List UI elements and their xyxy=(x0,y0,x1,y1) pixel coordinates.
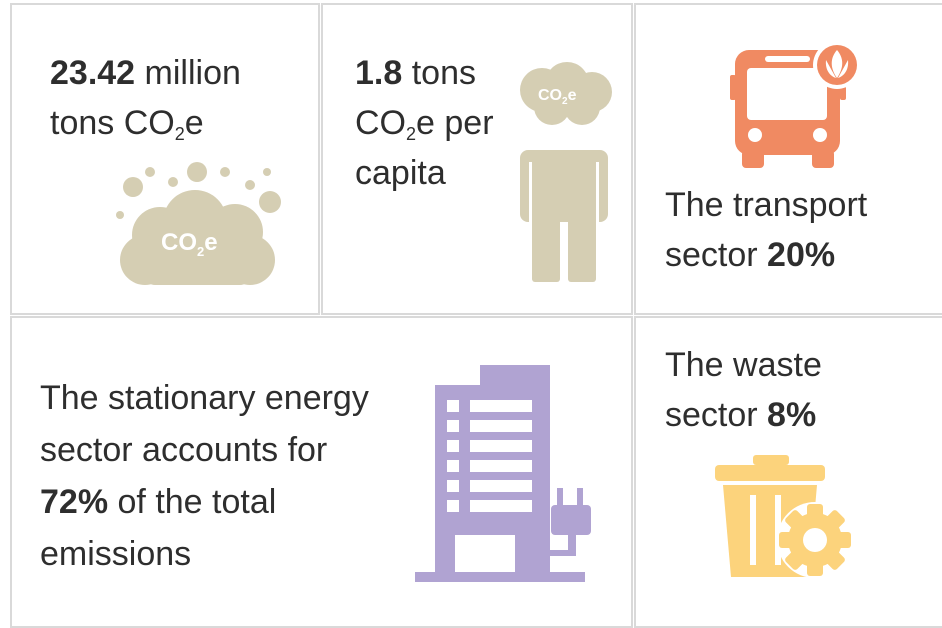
value: 72% xyxy=(40,483,109,521)
cloud-icon: CO2e xyxy=(116,162,281,285)
tile-text: 1.8 tons CO2e per capita xyxy=(355,48,515,198)
text: million tons CO xyxy=(50,54,241,142)
tile-text: The transport sector 20% xyxy=(665,180,905,280)
building-icon xyxy=(415,365,591,582)
subscript: 2 xyxy=(174,124,185,144)
text: The transport sector xyxy=(665,186,868,274)
icon-text: e xyxy=(568,87,577,104)
icon-text: CO xyxy=(161,229,197,256)
tile-text: The waste sector 8% xyxy=(665,340,865,440)
text: The stationary energy sector accounts fo… xyxy=(40,379,369,469)
person-icon: CO2e xyxy=(520,62,612,282)
bus-icon xyxy=(730,41,861,168)
svg-text:CO2e: CO2e xyxy=(161,229,218,259)
tile-text: The stationary energy sector accounts fo… xyxy=(40,372,390,580)
tile-text: 23.42 million tons CO2e xyxy=(50,48,290,148)
icon-text: CO xyxy=(538,87,562,104)
icon-subscript: 2 xyxy=(197,244,204,259)
text: The waste sector xyxy=(665,346,822,434)
subscript: 2 xyxy=(406,124,417,144)
value: 23.42 xyxy=(50,54,136,92)
svg-text:CO2e: CO2e xyxy=(538,87,577,107)
text: of the total emissions xyxy=(40,483,277,573)
text: tons CO xyxy=(355,54,476,142)
icon-text: e xyxy=(204,229,217,256)
text: e xyxy=(184,104,204,142)
value: 20% xyxy=(767,236,836,274)
text: e per capita xyxy=(355,104,494,192)
waste-icon xyxy=(715,455,853,578)
value: 8% xyxy=(767,396,817,434)
icon-subscript: 2 xyxy=(562,96,568,107)
value: 1.8 xyxy=(355,54,403,92)
